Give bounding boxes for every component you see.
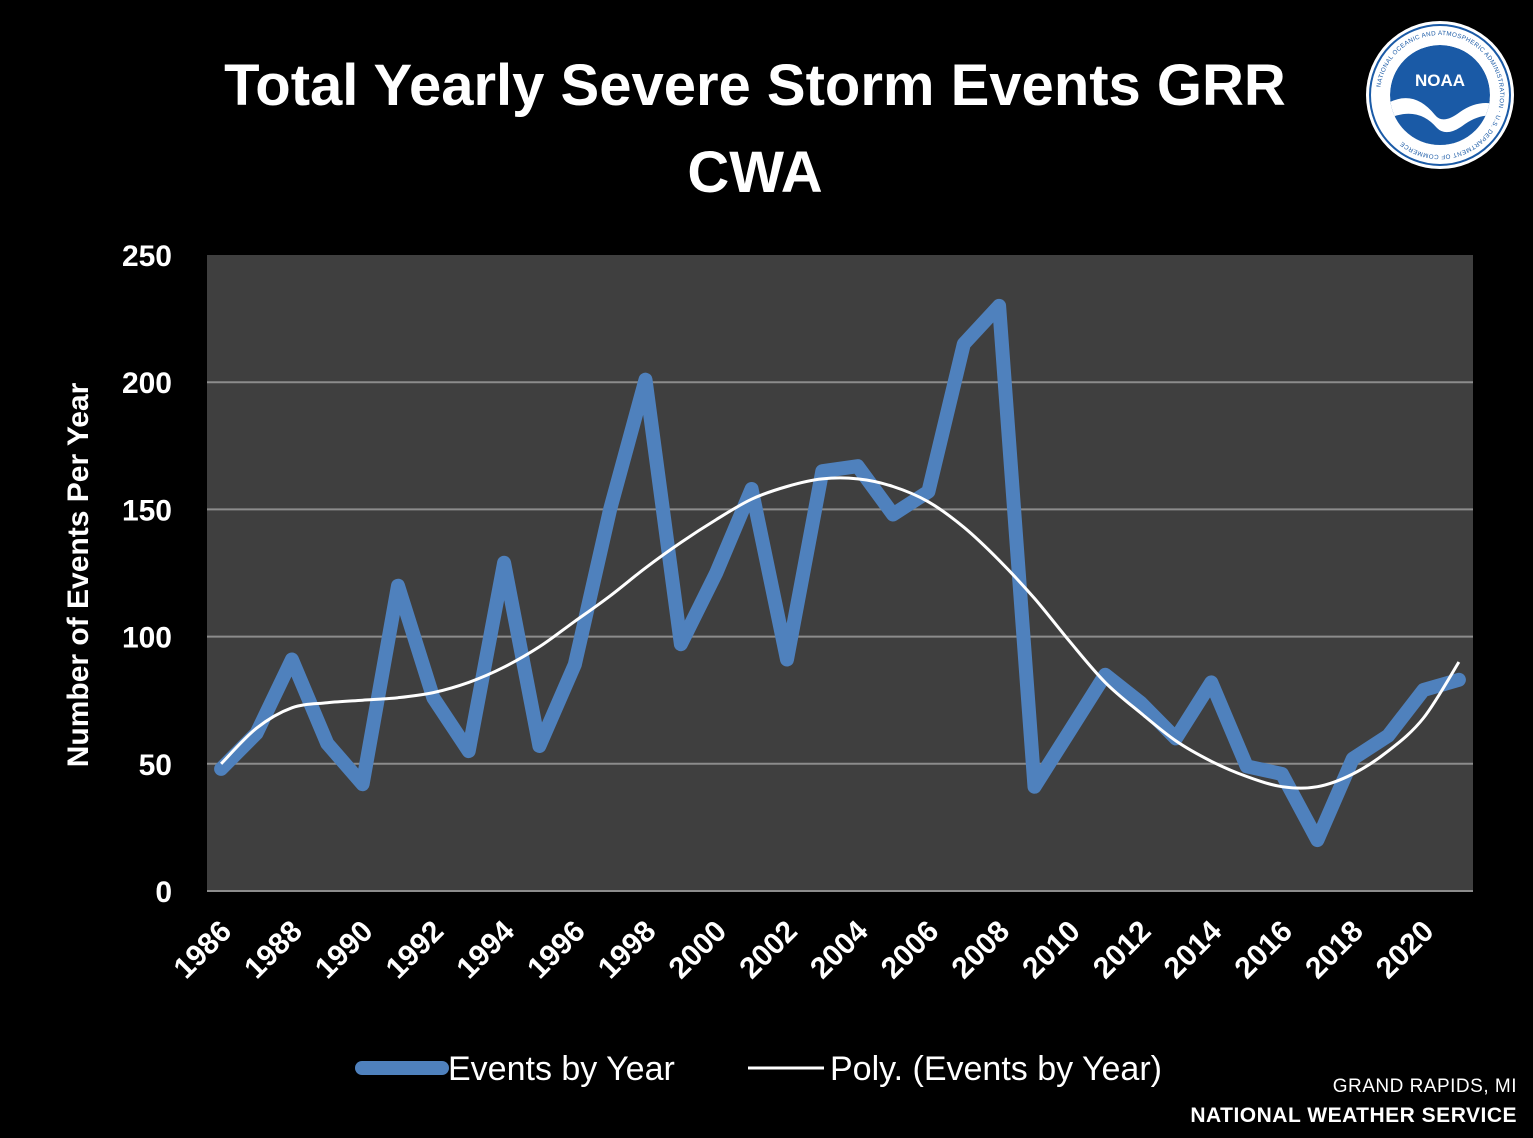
- x-tick-label: 2008: [946, 915, 1017, 986]
- x-tick-label: 2010: [1016, 915, 1087, 986]
- noaa-logo-icon: NOAA NATIONAL OCEANIC AND ATMOSPHERIC AD…: [1366, 21, 1514, 169]
- x-tick-label: 2006: [875, 915, 946, 986]
- series-line-events-by-year: [214, 298, 1466, 848]
- legend: Events by Year Poly. (Events by Year): [355, 1050, 1162, 1088]
- credit-organization: NATIONAL WEATHER SERVICE: [1190, 1104, 1517, 1127]
- x-tick-label: 2002: [733, 915, 804, 986]
- x-tick-label: 1990: [309, 915, 380, 986]
- y-tick-label: 100: [122, 622, 172, 655]
- chart-title-line-1: Total Yearly Severe Storm Events GRR: [224, 53, 1286, 118]
- x-tick-label: 1992: [380, 915, 451, 986]
- credit-location: GRAND RAPIDS, MI: [1332, 1076, 1517, 1097]
- x-tick-label: 2004: [804, 914, 875, 985]
- x-tick-label: 2018: [1299, 915, 1370, 986]
- x-tick-label: 2000: [663, 915, 734, 986]
- chart-title-line-2: CWA: [687, 140, 822, 205]
- legend-label-events: Events by Year: [448, 1050, 675, 1088]
- y-tick-label: 200: [122, 367, 172, 400]
- noaa-logo-text: NOAA: [1415, 71, 1465, 90]
- x-tick-label: 1986: [168, 915, 239, 986]
- series-layer: [214, 298, 1466, 848]
- x-tick-label: 1996: [521, 915, 592, 986]
- y-tick-label: 250: [122, 240, 172, 273]
- x-tick-label: 1994: [450, 914, 521, 985]
- x-axis-ticks: 1986 1988 1990 1992 1994 1996 1998 2000 2002 2004…: [168, 914, 1441, 985]
- y-axis-ticks: 0 50 100 150 200 250: [122, 240, 172, 909]
- series-line-poly-trend: [220, 476, 1461, 790]
- x-tick-label: 2016: [1228, 915, 1299, 986]
- y-tick-label: 50: [139, 749, 172, 782]
- y-axis-label: Number of Events Per Year: [62, 382, 95, 767]
- y-tick-label: 150: [122, 494, 172, 527]
- plot-area: [207, 255, 1473, 891]
- y-tick-label: 0: [155, 876, 172, 909]
- x-tick-label: 1988: [238, 915, 309, 986]
- x-tick-label: 2020: [1370, 915, 1441, 986]
- x-tick-label: 1998: [592, 915, 663, 986]
- x-tick-label: 2014: [1158, 914, 1229, 985]
- legend-label-poly: Poly. (Events by Year): [830, 1050, 1162, 1088]
- x-tick-label: 2012: [1087, 915, 1158, 986]
